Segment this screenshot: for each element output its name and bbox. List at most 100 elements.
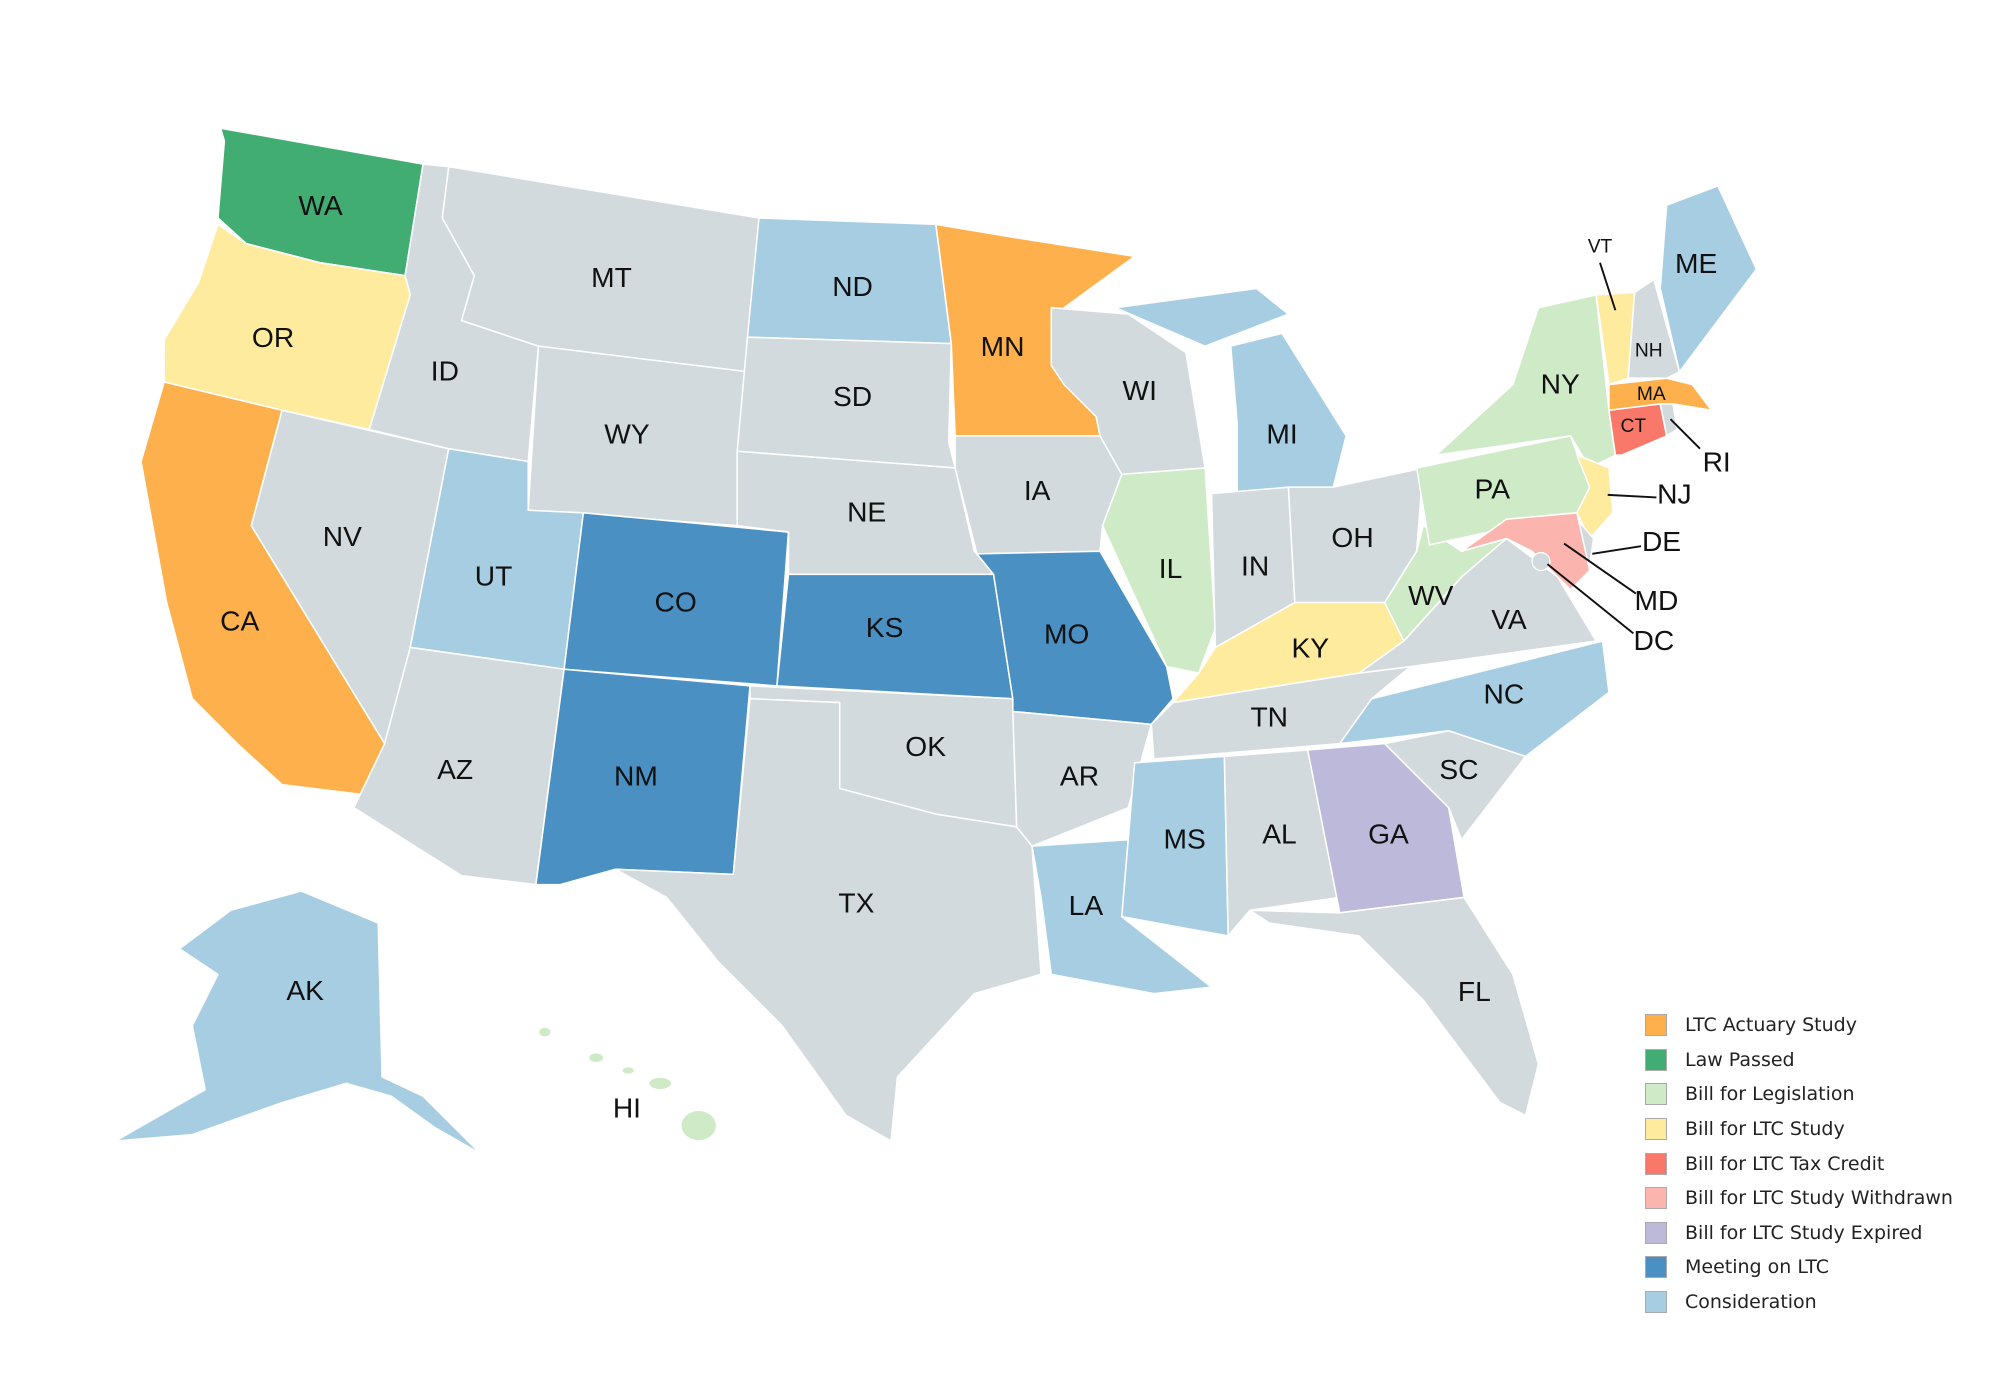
state-label-mt: MT <box>591 261 632 293</box>
legend-swatch <box>1645 1014 1667 1037</box>
legend: LTC Actuary Study Law Passed Bill for Legi… <box>1645 1008 1953 1319</box>
state-label-ak: AK <box>286 974 324 1006</box>
state-label-nc: NC <box>1483 678 1524 710</box>
state-label-mo: MO <box>1044 617 1089 649</box>
state-label-sd: SD <box>833 380 872 412</box>
state-label-wa: WA <box>298 189 343 221</box>
state-hi <box>587 1051 605 1064</box>
state-nc <box>1338 640 1610 758</box>
legend-item-expired: Bill for LTC Study Expired <box>1645 1216 1953 1251</box>
legend-swatch <box>1645 1221 1667 1244</box>
legend-item-tax: Bill for LTC Tax Credit <box>1645 1146 1953 1181</box>
legend-label: Bill for LTC Study Expired <box>1685 1221 1923 1244</box>
state-hi <box>647 1076 673 1091</box>
state-me <box>1659 185 1758 373</box>
state-nh <box>1627 278 1681 379</box>
state-label-wy: WY <box>604 417 650 449</box>
state-label-wv: WV <box>1408 579 1454 611</box>
state-label-co: CO <box>655 585 697 617</box>
legend-label: LTC Actuary Study <box>1685 1014 1857 1037</box>
callout-line-md <box>1563 542 1637 595</box>
state-hi <box>680 1109 718 1142</box>
legend-label: Bill for LTC Tax Credit <box>1685 1152 1885 1175</box>
state-label-nj: NJ <box>1657 478 1691 510</box>
callout-line-vt <box>1599 262 1617 311</box>
state-label-ne: NE <box>847 496 886 528</box>
state-label-in: IN <box>1241 549 1269 581</box>
state-label-ks: KS <box>866 611 904 643</box>
state-ma <box>1608 377 1713 412</box>
state-label-nm: NM <box>614 760 658 792</box>
state-label-ok: OK <box>905 730 946 762</box>
state-label-fl: FL <box>1458 975 1491 1007</box>
state-label-me: ME <box>1675 247 1717 279</box>
state-fl <box>1249 896 1540 1117</box>
state-label-ri: RI <box>1703 446 1731 478</box>
legend-item-meeting: Meeting on LTC <box>1645 1250 1953 1285</box>
state-label-ga: GA <box>1368 817 1409 849</box>
state-label-la: LA <box>1069 889 1104 921</box>
legend-label: Bill for LTC Study <box>1685 1118 1845 1141</box>
legend-swatch <box>1645 1083 1667 1106</box>
legend-item-study: Bill for LTC Study <box>1645 1112 1953 1147</box>
callout-line-ri <box>1669 418 1701 450</box>
state-mi <box>1114 287 1290 347</box>
state-label-wi: WI <box>1123 374 1157 406</box>
state-label-ny: NY <box>1541 367 1580 399</box>
state-sc <box>1383 730 1527 841</box>
callout-line-de <box>1592 545 1642 555</box>
legend-item-withdrawn: Bill for LTC Study Withdrawn <box>1645 1181 1953 1216</box>
state-label-md: MD <box>1634 584 1678 616</box>
callout-line-dc <box>1546 563 1634 635</box>
legend-label: Bill for LTC Study Withdrawn <box>1685 1187 1953 1210</box>
state-label-tx: TX <box>838 887 874 919</box>
state-label-ia: IA <box>1024 474 1051 506</box>
state-label-dc: DC <box>1633 624 1674 656</box>
state-md <box>1460 512 1591 591</box>
state-tx <box>614 697 1042 1142</box>
state-hi <box>621 1065 636 1076</box>
state-label-hi: HI <box>613 1092 641 1124</box>
state-al <box>1223 749 1341 937</box>
state-label-az: AZ <box>437 753 473 785</box>
callout-line-nj <box>1607 493 1657 499</box>
legend-item-actuary: LTC Actuary Study <box>1645 1008 1953 1043</box>
state-label-or: OR <box>252 321 294 353</box>
state-ak <box>114 890 482 1155</box>
state-label-va: VA <box>1491 603 1527 635</box>
state-dc <box>1531 551 1551 572</box>
legend-swatch <box>1645 1048 1667 1071</box>
state-label-tn: TN <box>1250 701 1288 733</box>
state-mi <box>1230 332 1347 495</box>
state-label-id: ID <box>431 355 459 387</box>
legend-swatch <box>1645 1256 1667 1279</box>
state-label-nd: ND <box>832 270 873 302</box>
legend-label: Bill for Legislation <box>1685 1083 1855 1106</box>
state-label-ut: UT <box>475 560 513 592</box>
state-label-ma: MA <box>1637 384 1666 405</box>
state-label-nv: NV <box>323 520 362 552</box>
legend-swatch <box>1645 1118 1667 1141</box>
state-label-ms: MS <box>1163 822 1205 854</box>
legend-swatch <box>1645 1152 1667 1175</box>
state-label-vt: VT <box>1588 237 1613 258</box>
state-label-il: IL <box>1159 552 1183 584</box>
legend-label: Meeting on LTC <box>1685 1256 1830 1279</box>
legend-swatch <box>1645 1187 1667 1210</box>
legend-label: Consideration <box>1685 1291 1817 1314</box>
state-ny <box>1435 294 1617 469</box>
state-label-mi: MI <box>1266 417 1297 449</box>
state-label-pa: PA <box>1475 472 1511 504</box>
state-hi <box>537 1026 553 1038</box>
legend-item-legislation: Bill for Legislation <box>1645 1077 1953 1112</box>
legend-item-law: Law Passed <box>1645 1043 1953 1078</box>
state-label-ar: AR <box>1060 760 1099 792</box>
state-label-al: AL <box>1262 817 1296 849</box>
state-wi <box>1050 306 1206 476</box>
state-sd <box>736 336 956 469</box>
legend-swatch <box>1645 1291 1667 1314</box>
state-label-sc: SC <box>1439 753 1478 785</box>
state-label-de: DE <box>1642 525 1681 557</box>
state-label-ca: CA <box>220 605 259 637</box>
